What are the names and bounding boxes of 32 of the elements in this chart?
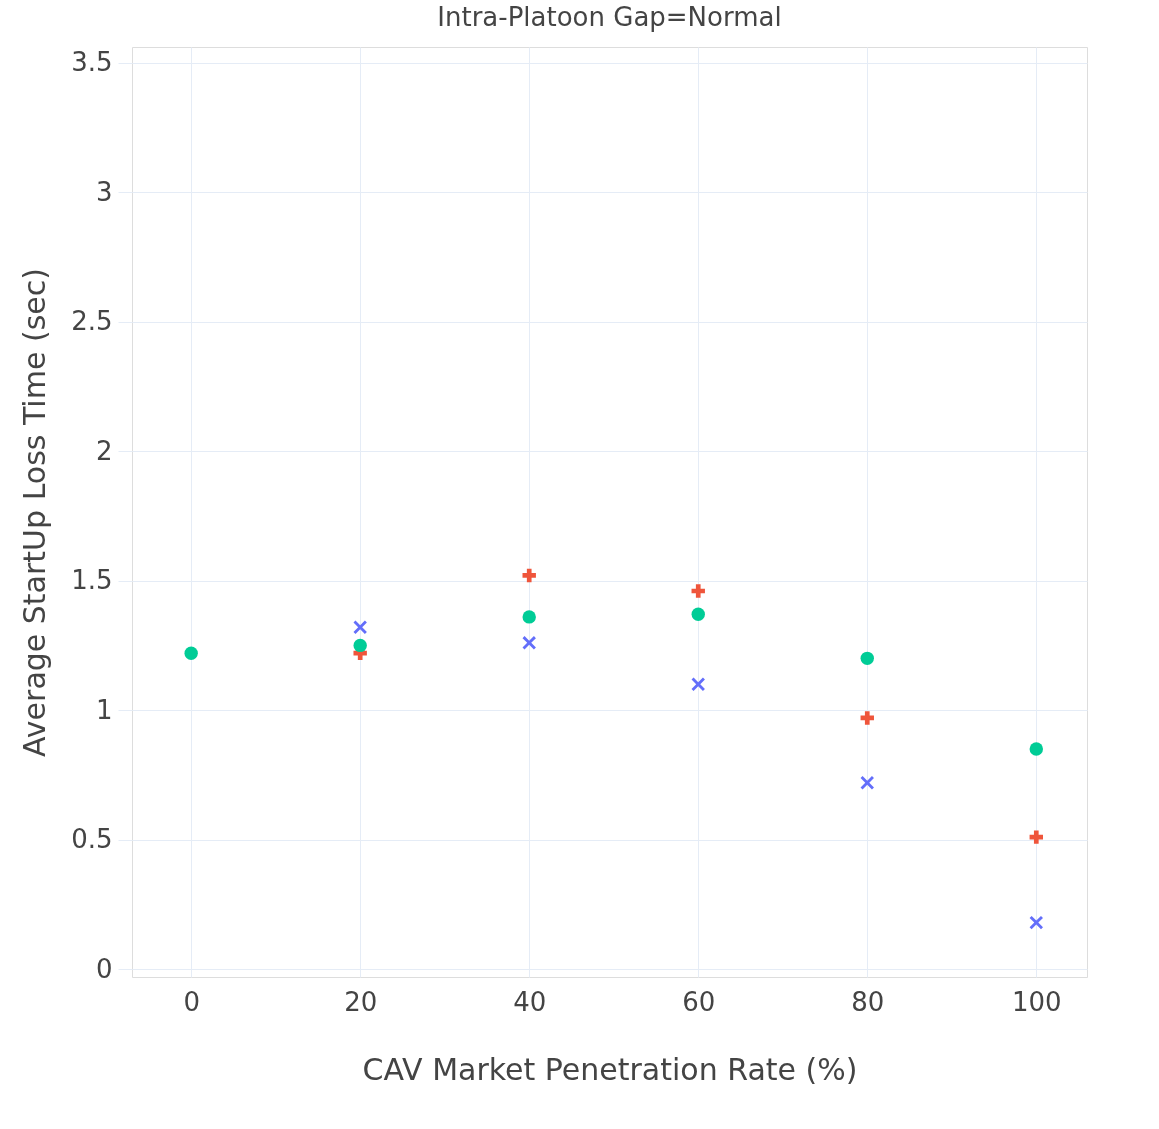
point bbox=[691, 607, 705, 622]
point bbox=[860, 711, 874, 725]
x-tick-label: 80 bbox=[851, 986, 885, 1017]
y-tick-label: 3.5 bbox=[71, 47, 113, 78]
point bbox=[1029, 915, 1043, 930]
x-tick-label: 0 bbox=[183, 986, 200, 1017]
point bbox=[522, 636, 536, 650]
point bbox=[184, 646, 198, 660]
point bbox=[860, 776, 874, 790]
point bbox=[860, 651, 874, 666]
point bbox=[1029, 830, 1043, 844]
point bbox=[353, 620, 367, 634]
y-tick-label: 2 bbox=[95, 435, 113, 466]
y-tick-label: 0 bbox=[95, 953, 113, 984]
point bbox=[522, 610, 536, 624]
x-tick-label: 60 bbox=[682, 986, 716, 1017]
y-tick-label: 3 bbox=[95, 176, 113, 207]
point bbox=[691, 677, 705, 691]
y-tick-label: 1 bbox=[95, 694, 113, 725]
y-tick-label: 2.5 bbox=[71, 306, 113, 337]
x-tick-label: 20 bbox=[344, 986, 378, 1017]
y-tick-label: 0.5 bbox=[71, 824, 113, 855]
point bbox=[522, 568, 536, 583]
point bbox=[1029, 742, 1043, 756]
point bbox=[353, 638, 367, 653]
y-axis-title: Average StartUp Loss Time (sec) bbox=[17, 268, 53, 757]
point bbox=[691, 584, 705, 598]
x-axis-title: CAV Market Penetration Rate (%) bbox=[362, 1051, 858, 1087]
x-tick-label: 100 bbox=[1011, 986, 1062, 1017]
chart-title: Intra-Platoon Gap=Normal bbox=[437, 2, 782, 32]
y-tick-label: 1.5 bbox=[71, 565, 113, 596]
x-tick-label: 40 bbox=[513, 986, 547, 1017]
